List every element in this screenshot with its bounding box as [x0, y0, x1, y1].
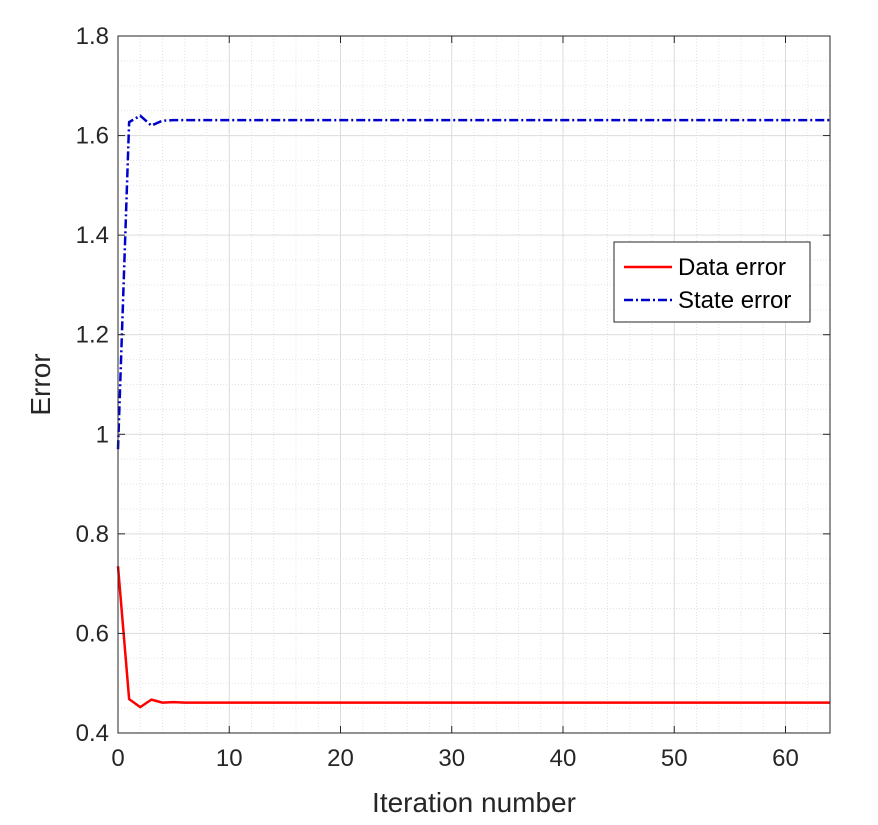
- y-tick-label: 1.2: [76, 322, 109, 349]
- x-tick-label: 10: [216, 745, 243, 772]
- legend-label-1: Data error: [678, 254, 786, 281]
- x-tick-label: 0: [111, 745, 124, 772]
- y-tick-label: 1.8: [76, 23, 109, 50]
- legend-box: [613, 241, 811, 323]
- y-axis-label: Error: [25, 353, 56, 415]
- series-line-1: [116, 566, 830, 709]
- y-tick-label: 0.8: [76, 521, 109, 548]
- plot-frame: [117, 35, 831, 734]
- y-tick-label: 1.4: [76, 222, 109, 249]
- x-tick-label: 60: [772, 745, 799, 772]
- minor-grid: [118, 36, 831, 733]
- x-axis-label: Iteration number: [372, 787, 576, 818]
- legend-label-2: State error: [678, 287, 791, 314]
- y-tick-label: 0.6: [76, 620, 109, 647]
- legend: Data error State error: [613, 241, 811, 323]
- series-line-2: [116, 114, 830, 450]
- x-tick-label: 40: [550, 745, 577, 772]
- y-tick-label: 1: [96, 421, 109, 448]
- tick-marks: [117, 35, 830, 734]
- x-tick-label: 20: [327, 745, 354, 772]
- x-tick-labels: 0 10 20 30 40 50 60: [111, 745, 799, 772]
- y-tick-label: 1.6: [76, 123, 109, 150]
- y-tick-label: 0.4: [76, 720, 109, 747]
- series-layer: [116, 114, 830, 709]
- x-tick-label: 30: [438, 745, 465, 772]
- x-tick-label: 50: [661, 745, 688, 772]
- y-tick-labels: 0.4 0.6 0.8 1 1.2 1.4 1.6 1.8: [76, 23, 109, 747]
